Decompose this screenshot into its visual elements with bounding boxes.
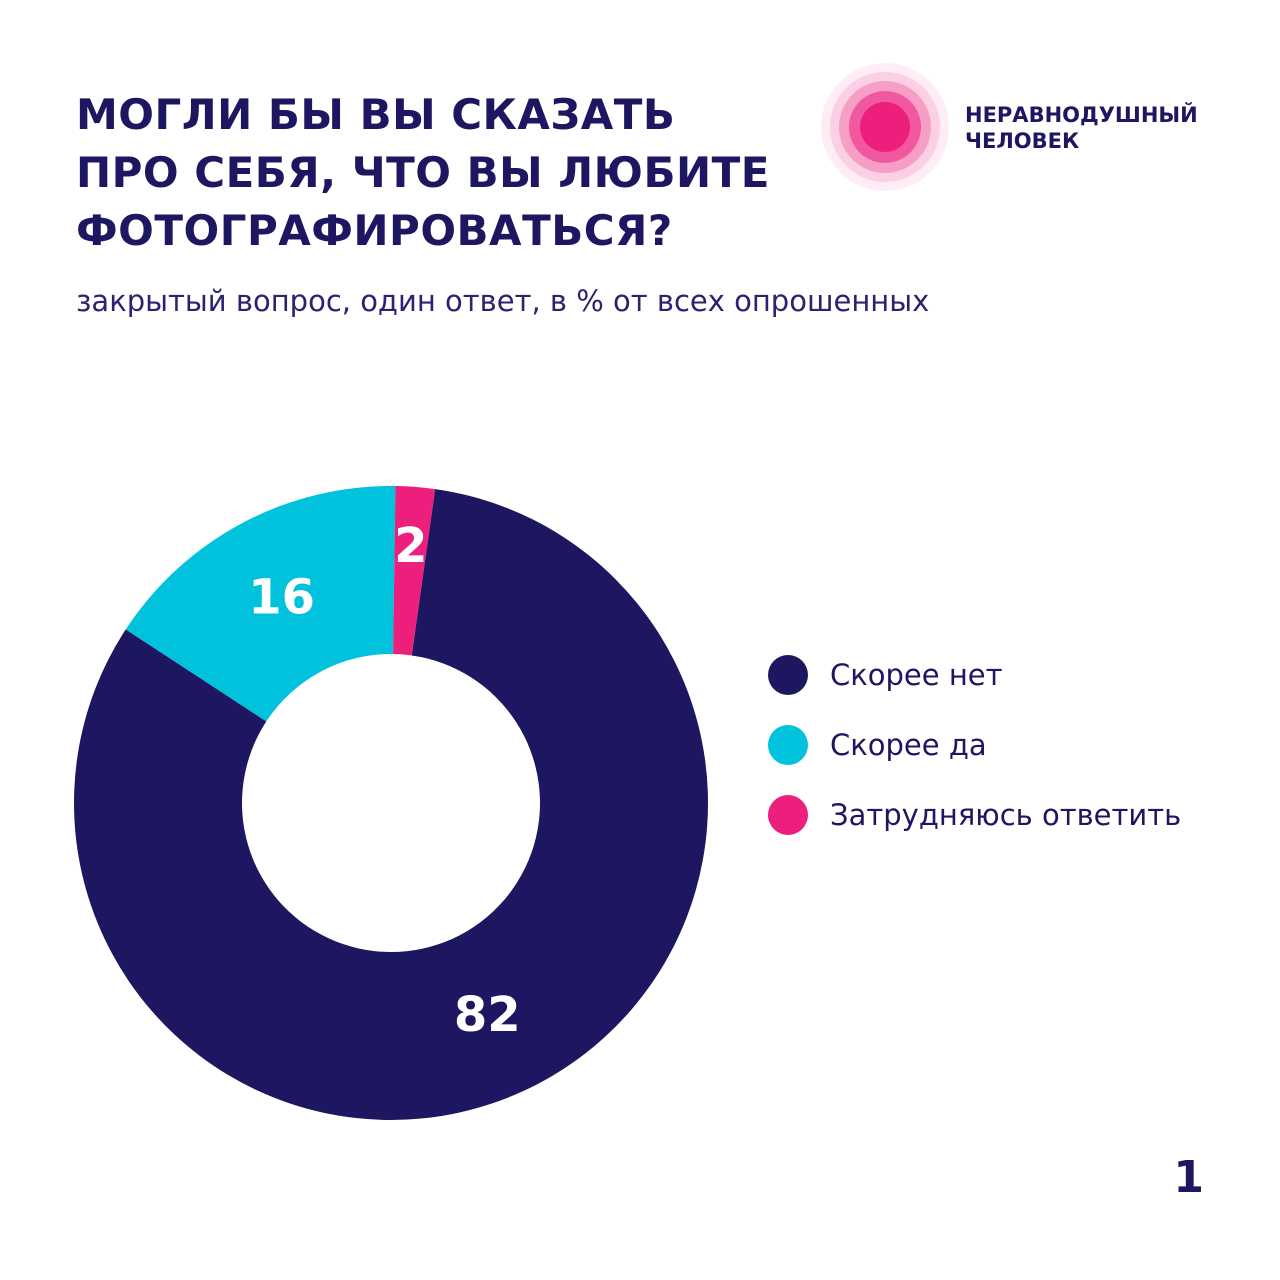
slice-value-label: 82 [454, 987, 521, 1043]
logo-text-line-1: НЕРАВНОДУШНЫЙ [965, 103, 1198, 127]
brand-logo: НЕРАВНОДУШНЫЙ ЧЕЛОВЕК [820, 62, 1220, 192]
legend-item: Скорее нет [768, 640, 1181, 710]
legend-swatch-icon [768, 655, 808, 695]
donut-slice-2 [125, 486, 396, 722]
title-line-2: ПРО СЕБЯ, ЧТО ВЫ ЛЮБИТЕ [76, 148, 770, 197]
logo-text: НЕРАВНОДУШНЫЙ ЧЕЛОВЕК [965, 102, 1198, 154]
slice-value-label: 16 [248, 569, 315, 625]
donut-slice-3 [393, 486, 436, 656]
chart-legend: Скорее нет Скорее да Затрудняюсь ответить [768, 640, 1181, 850]
donut-labels: 82 16 2 [248, 518, 520, 1043]
legend-swatch-icon [768, 725, 808, 765]
legend-swatch-icon [768, 795, 808, 835]
concentric-circles-logo-icon [821, 63, 949, 191]
donut-slices [74, 486, 708, 1120]
legend-item: Затрудняюсь ответить [768, 780, 1181, 850]
legend-item: Скорее да [768, 710, 1181, 780]
page-title: МОГЛИ БЫ ВЫ СКАЗАТЬ ПРО СЕБЯ, ЧТО ВЫ ЛЮБ… [76, 86, 816, 260]
chart-subtitle: закрытый вопрос, один ответ, в % от всех… [76, 284, 930, 318]
donut-slice-1 [74, 489, 708, 1120]
slice-value-label: 2 [394, 518, 427, 574]
donut-chart: 82 16 2 [74, 486, 708, 1120]
page-number: 1 [1173, 1152, 1204, 1203]
legend-label: Скорее нет [830, 658, 1003, 692]
logo-core [860, 102, 910, 152]
title-line-3: ФОТОГРАФИРОВАТЬСЯ? [76, 206, 673, 255]
title-line-1: МОГЛИ БЫ ВЫ СКАЗАТЬ [76, 90, 676, 139]
logo-text-line-2: ЧЕЛОВЕК [965, 129, 1080, 153]
legend-label: Затрудняюсь ответить [830, 798, 1182, 832]
legend-label: Скорее да [830, 728, 987, 762]
